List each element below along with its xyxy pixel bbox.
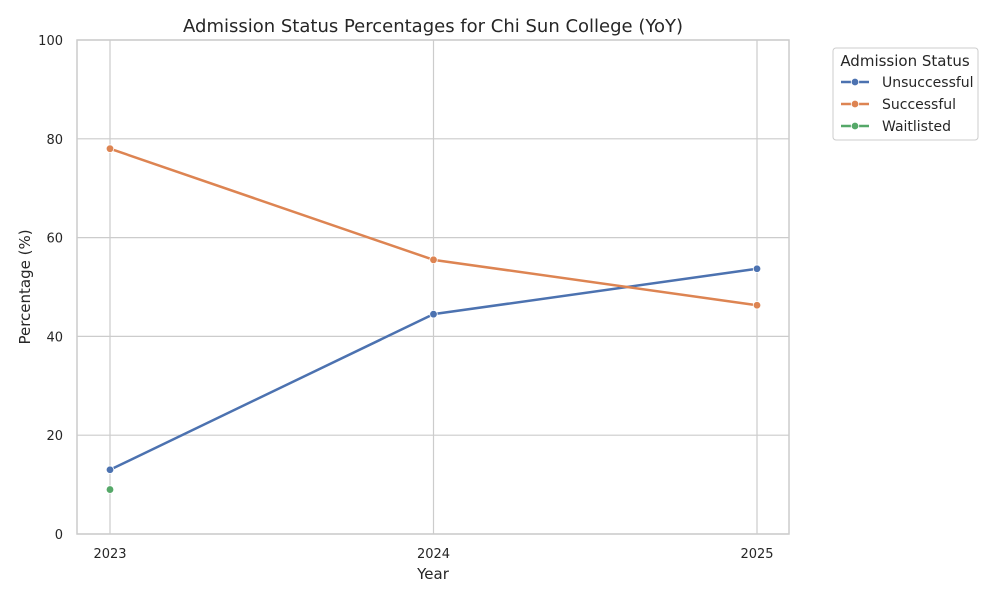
point-unsuccessful bbox=[105, 465, 115, 474]
y-tick-label: 80 bbox=[46, 133, 63, 148]
chart-title: Admission Status Percentages for Chi Sun… bbox=[183, 16, 683, 37]
legend-marker-successful bbox=[850, 99, 860, 109]
x-axis-label: Year bbox=[416, 565, 450, 583]
y-tick-label: 60 bbox=[46, 232, 63, 247]
legend-label-successful: Successful bbox=[882, 97, 956, 113]
x-axis-ticks: 2023 2024 2025 bbox=[93, 547, 773, 562]
legend-label-waitlisted: Waitlisted bbox=[882, 119, 951, 135]
y-axis-ticks: 0 20 40 60 80 100 bbox=[38, 34, 63, 543]
legend-box bbox=[832, 47, 979, 141]
y-tick-label: 100 bbox=[38, 34, 63, 49]
legend-label-unsuccessful: Unsuccessful bbox=[882, 75, 974, 91]
plot-frame bbox=[76, 39, 790, 535]
legend-marker-unsuccessful bbox=[850, 77, 860, 87]
x-tick-label: 2025 bbox=[740, 547, 773, 562]
y-tick-label: 0 bbox=[55, 528, 63, 543]
y-axis-label: Percentage (%) bbox=[16, 229, 34, 344]
legend: Admission Status Unsuccessful Successful W… bbox=[832, 47, 979, 141]
grid bbox=[77, 39, 789, 535]
point-successful bbox=[105, 144, 115, 153]
y-tick-label: 20 bbox=[46, 429, 63, 444]
series-layer bbox=[105, 144, 762, 494]
y-tick-label: 40 bbox=[46, 330, 63, 345]
legend-marker-waitlisted bbox=[850, 121, 860, 131]
point-unsuccessful bbox=[429, 309, 438, 319]
legend-title: Admission Status bbox=[840, 52, 970, 70]
x-tick-label: 2024 bbox=[417, 547, 450, 562]
point-successful bbox=[752, 301, 762, 310]
x-tick-label: 2023 bbox=[93, 547, 126, 562]
point-waitlisted bbox=[105, 485, 115, 494]
point-unsuccessful bbox=[752, 264, 762, 273]
point-successful bbox=[429, 255, 438, 265]
